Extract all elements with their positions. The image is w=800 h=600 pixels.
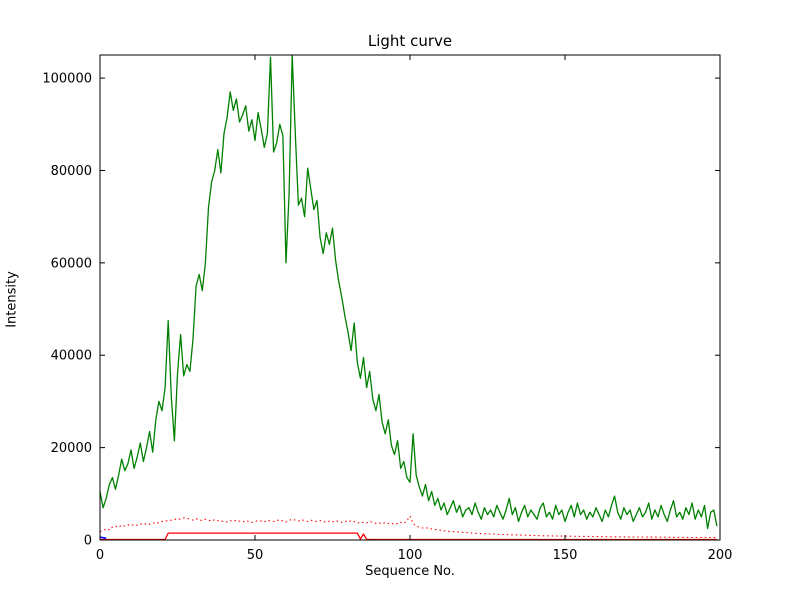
x-tick-label: 100	[398, 548, 423, 563]
y-tick-label: 0	[84, 534, 92, 549]
series-background-red-dotted	[99, 515, 717, 539]
x-axis-label: Sequence No.	[365, 564, 455, 579]
x-tick-label: 0	[96, 548, 104, 563]
y-tick-label: 40000	[51, 349, 92, 364]
y-tick-label: 60000	[51, 256, 92, 271]
axes-frame	[99, 54, 721, 541]
x-tick-label: 150	[553, 548, 578, 563]
chart-title: Light curve	[367, 32, 453, 50]
series-marker-blue	[99, 536, 107, 539]
y-tick-label: 100000	[42, 72, 92, 87]
y-tick-label: 20000	[51, 441, 92, 456]
y-tick-label: 80000	[51, 164, 92, 179]
x-tick-label: 200	[708, 548, 733, 563]
x-tick-label: 50	[247, 548, 264, 563]
series-flag-red-solid	[100, 532, 717, 541]
series-intensity-green	[99, 54, 718, 530]
